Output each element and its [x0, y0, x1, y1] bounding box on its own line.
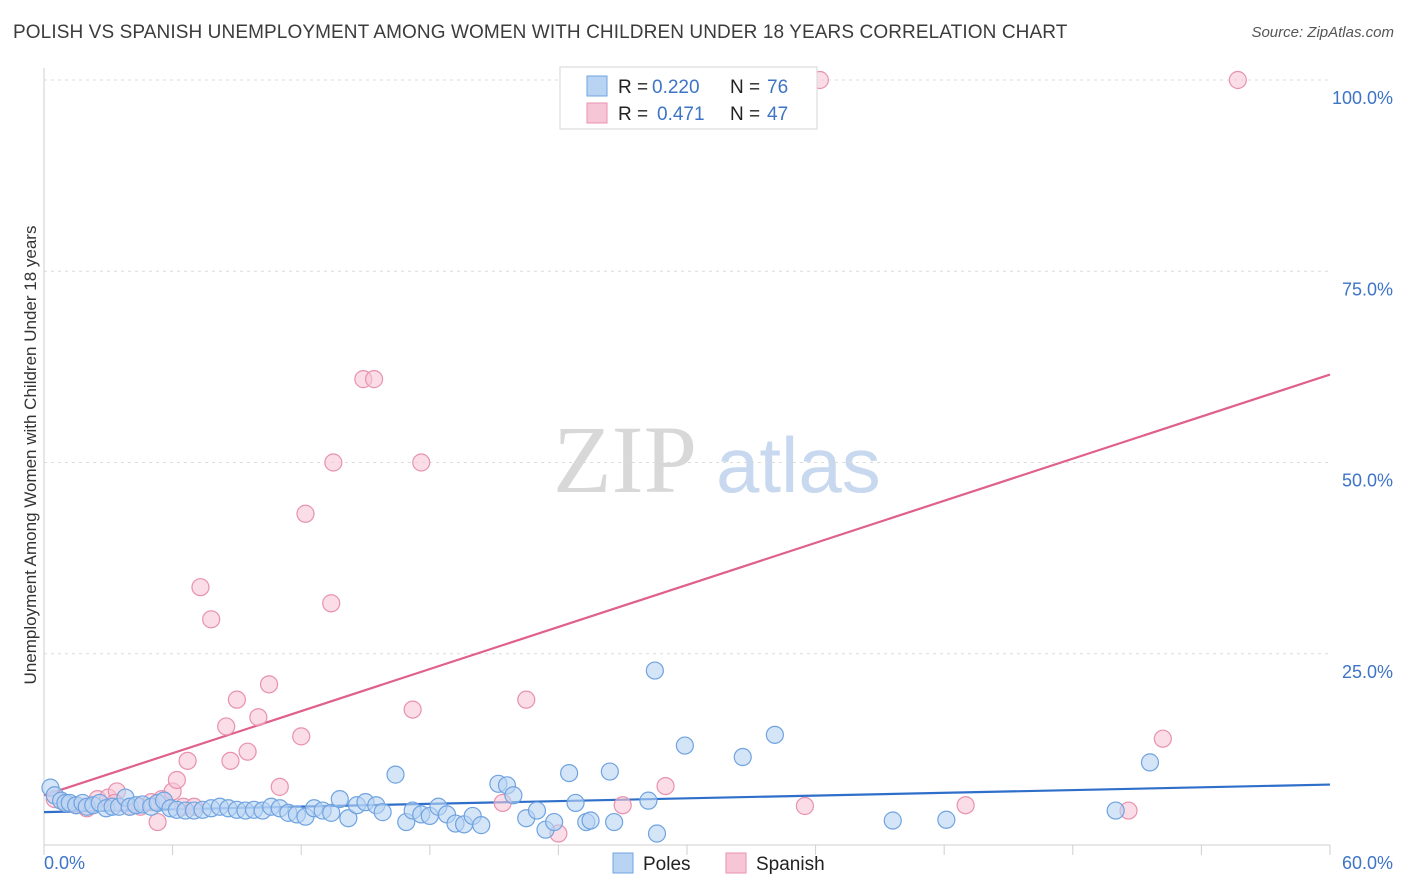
point-poles-76 — [883, 811, 902, 830]
point-spanish-21 — [221, 751, 240, 770]
grid-lines — [44, 79, 1330, 655]
point-spanish-27 — [292, 727, 311, 746]
point-poles-67 — [581, 811, 600, 830]
point-poles-61 — [527, 801, 547, 820]
point-spanish-24 — [249, 708, 268, 727]
point-poles-65 — [566, 793, 585, 813]
bottom-legend-swatch-spanish — [725, 852, 747, 874]
point-poles-56 — [472, 816, 491, 835]
point-poles-59 — [504, 786, 523, 805]
watermark-atlas: atlas — [716, 421, 881, 509]
point-spanish-28 — [296, 504, 315, 523]
point-poles-39 — [322, 803, 341, 822]
point-spanish-16 — [167, 770, 186, 790]
legend-swatch-poles — [586, 75, 608, 97]
point-poles-72 — [645, 661, 664, 680]
watermark-zip: ZIP — [553, 406, 697, 513]
point-spanish-17 — [178, 751, 197, 770]
point-poles-41 — [339, 809, 358, 828]
point-spanish-19 — [202, 610, 221, 629]
point-spanish-34 — [412, 453, 431, 472]
tick-labels: 25.0% 50.0% 75.0% 100.0% 0.0% 60.0% — [44, 88, 1393, 873]
point-spanish-15 — [148, 812, 167, 832]
point-poles-74 — [733, 747, 752, 767]
point-poles-70 — [639, 791, 658, 810]
point-spanish-26 — [270, 777, 289, 796]
y-axis-title: Unemployment Among Women with Children U… — [21, 226, 40, 685]
point-poles-69 — [605, 812, 624, 832]
point-poles-79 — [1140, 753, 1160, 772]
point-spanish-41 — [956, 796, 975, 815]
point-spanish-29 — [322, 594, 341, 613]
x-tick-label-min: 0.0% — [44, 853, 85, 873]
point-poles-45 — [373, 803, 392, 822]
point-spanish-25 — [259, 675, 279, 694]
point-poles-63 — [545, 812, 564, 832]
bottom-legend-label-spanish: Spanish — [756, 854, 825, 875]
point-spanish-18 — [191, 578, 210, 597]
point-spanish-23 — [238, 742, 257, 761]
legend-n-label-poles: N = — [730, 77, 760, 98]
point-spanish-33 — [403, 700, 422, 719]
legend-swatch-spanish — [586, 102, 608, 124]
bottom-legend-label-poles: Poles — [643, 854, 691, 875]
point-spanish-30 — [324, 453, 343, 472]
point-spanish-38 — [656, 776, 675, 796]
legend-r-value-poles: 0.220 — [652, 77, 700, 98]
point-poles-68 — [600, 762, 619, 781]
axes — [43, 68, 1331, 855]
point-spanish-22 — [227, 690, 246, 709]
point-spanish-43 — [1153, 729, 1172, 748]
point-spanish-44 — [1228, 70, 1247, 90]
point-poles-40 — [330, 789, 349, 809]
point-spanish-32 — [364, 370, 384, 389]
point-spanish-39 — [795, 796, 814, 816]
point-poles-77 — [937, 810, 956, 829]
chart-title: POLISH VS SPANISH UNEMPLOYMENT AMONG WOM… — [13, 22, 1068, 43]
y-tick-label-25: 25.0% — [1342, 662, 1393, 682]
point-poles-64 — [560, 763, 579, 783]
point-poles-71 — [647, 824, 667, 843]
x-tick-label-max: 60.0% — [1342, 853, 1393, 873]
legend-box: R = 0.220 N = 76 R = 0.471 N = 47 — [559, 66, 818, 130]
point-poles-78 — [1106, 801, 1125, 820]
legend-n-value-poles: 76 — [767, 77, 788, 98]
point-spanish-20 — [217, 717, 236, 736]
data-points — [41, 70, 1247, 843]
y-tick-label-75: 75.0% — [1342, 279, 1393, 299]
point-spanish-36 — [517, 690, 536, 709]
legend-r-label-poles: R = — [618, 77, 648, 98]
point-poles-75 — [765, 725, 784, 744]
legend-n-label-spanish: N = — [730, 104, 760, 125]
point-poles-46 — [386, 765, 405, 784]
bottom-legend: Poles Spanish — [612, 852, 825, 875]
point-spanish-45 — [613, 796, 632, 815]
bottom-legend-swatch-poles — [612, 852, 634, 874]
legend-n-value-spanish: 47 — [767, 104, 788, 125]
y-tick-label-100: 100.0% — [1332, 88, 1393, 108]
legend-r-label-spanish: R = — [618, 104, 648, 125]
legend-r-value-spanish: 0.471 — [657, 104, 705, 125]
y-tick-label-50: 50.0% — [1342, 471, 1393, 491]
point-poles-73 — [675, 736, 694, 755]
source-credit: Source: ZipAtlas.com — [1251, 24, 1394, 41]
